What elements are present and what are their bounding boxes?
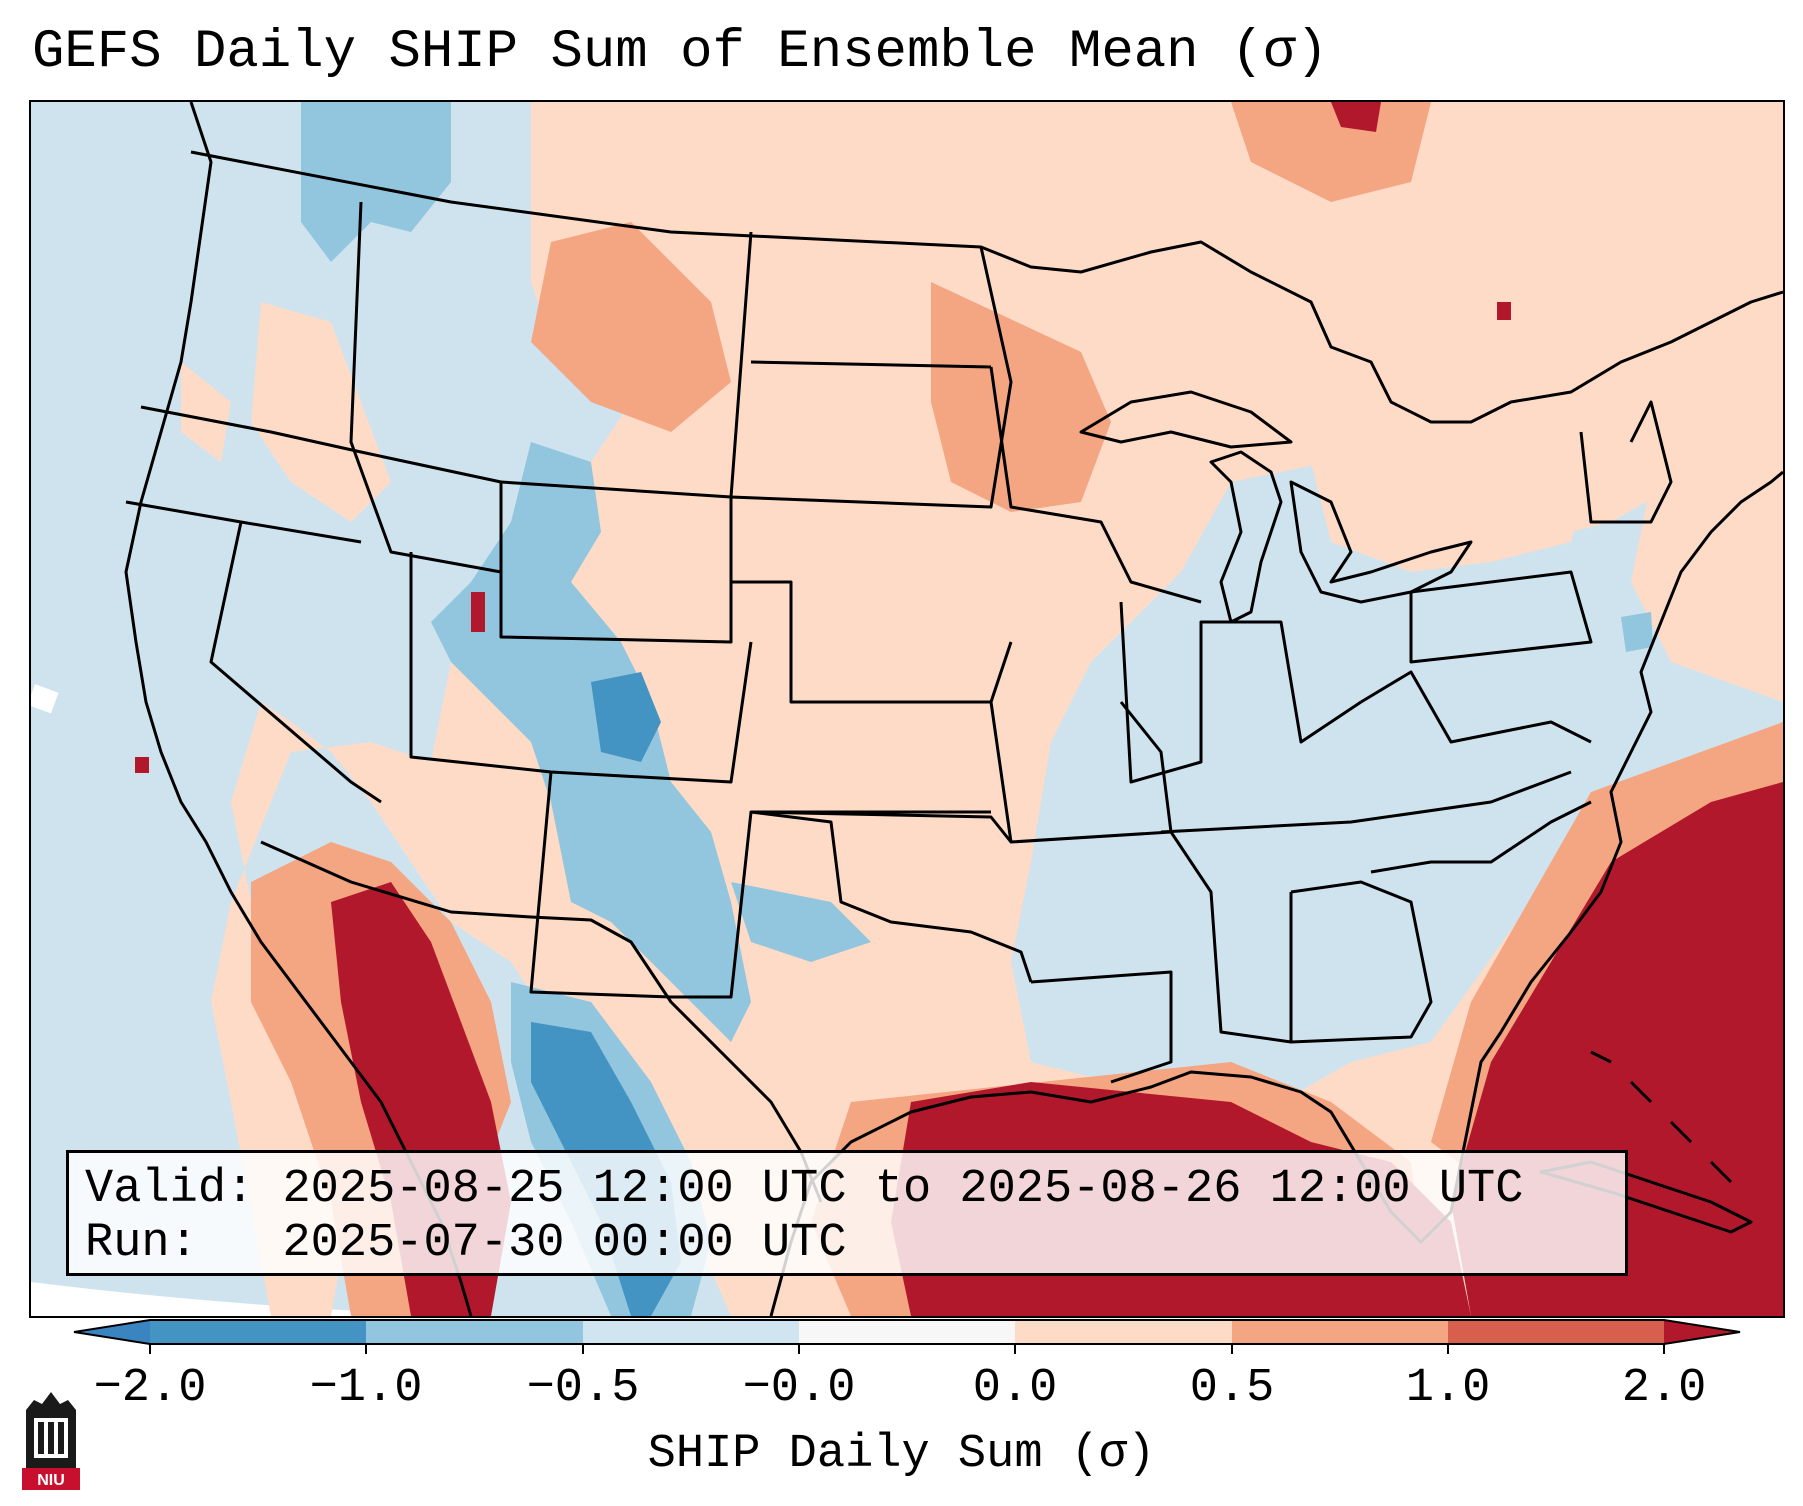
colorbar-tick-label: −1.0 bbox=[309, 1362, 423, 1415]
valid-value: 2025-08-25 12:00 UTC to 2025-08-26 12:00… bbox=[282, 1163, 1524, 1216]
colorbar-bin bbox=[799, 1320, 1015, 1344]
state-border-wa-or bbox=[140, 405, 502, 484]
colorbar-bin bbox=[1015, 1320, 1232, 1344]
colorbar-extend-high bbox=[1664, 1320, 1740, 1344]
run-label: Run: bbox=[85, 1217, 198, 1270]
off-domain-area-left bbox=[31, 684, 59, 714]
state-border-mn-ia bbox=[989, 366, 1202, 604]
great-lakes-michigan bbox=[1209, 450, 1283, 624]
state-border-tn-ky bbox=[1160, 770, 1572, 834]
colorbar-bin bbox=[1232, 1320, 1448, 1344]
colorbar-tick-label: −2.0 bbox=[93, 1362, 207, 1415]
boundaries bbox=[124, 102, 1783, 1316]
valid-run-info-box: Valid: 2025-08-25 12:00 UTC to 2025-08-2… bbox=[66, 1150, 1628, 1276]
bahamas-outline bbox=[1590, 1050, 1733, 1184]
state-border-or-ca bbox=[125, 500, 362, 544]
state-border-ks-ok bbox=[750, 810, 1013, 843]
colorbar-bin bbox=[1448, 1320, 1664, 1344]
state-border-ar-la bbox=[1030, 970, 1173, 1084]
colorbar-label: SHIP Daily Sum (σ) bbox=[647, 1428, 1156, 1481]
state-border-nc-sc bbox=[1370, 800, 1592, 874]
east-coastline bbox=[1499, 470, 1783, 1033]
valid-label: Valid: bbox=[85, 1163, 255, 1216]
state-border-nv bbox=[209, 521, 382, 804]
state-border-dakotas bbox=[729, 231, 1013, 509]
niu-logo: NIU bbox=[22, 1392, 80, 1490]
state-border-id-mt bbox=[349, 201, 502, 574]
state-border-ms-al bbox=[1169, 831, 1293, 1044]
anomaly-field bbox=[181, 102, 1783, 1316]
west-coastline bbox=[124, 102, 473, 1316]
off-domain-area bbox=[31, 1282, 931, 1316]
colorbar-tick-label: 0.5 bbox=[1189, 1362, 1275, 1415]
state-border-oh-in-il bbox=[1119, 601, 1362, 784]
map-panel bbox=[29, 100, 1785, 1318]
colorbar-tick-label: −0.5 bbox=[526, 1362, 640, 1415]
colorbar-tick-label: 1.0 bbox=[1405, 1362, 1491, 1415]
colorbar-bin bbox=[150, 1320, 366, 1344]
state-border-ok-tx bbox=[750, 810, 1033, 983]
valid-line: Valid: 2025-08-25 12:00 UTC to 2025-08-2… bbox=[85, 1163, 1523, 1216]
great-lakes-superior bbox=[1079, 390, 1293, 449]
run-line: Run: 2025-07-30 00:00 UTC bbox=[85, 1217, 847, 1270]
us-mexico-border bbox=[260, 840, 823, 1203]
colorbar-tick-label: 2.0 bbox=[1621, 1362, 1707, 1415]
run-value: 2025-07-30 00:00 UTC bbox=[282, 1217, 847, 1270]
svg-text:NIU: NIU bbox=[37, 1472, 65, 1489]
state-border-ne bbox=[1579, 400, 1673, 524]
state-border-ne-ks bbox=[731, 580, 1013, 704]
state-border-sd-nd bbox=[750, 360, 992, 369]
colorbar-tick-label: −0.0 bbox=[742, 1362, 856, 1415]
state-border-pa-ny bbox=[1409, 570, 1593, 664]
state-border-va-wv bbox=[1360, 670, 1592, 744]
map-svg bbox=[31, 102, 1783, 1316]
colorbar bbox=[73, 1319, 1741, 1354]
colorbar-bin bbox=[583, 1320, 799, 1344]
state-border-ga-fl bbox=[1290, 880, 1433, 1044]
us-canada-border bbox=[190, 150, 1783, 424]
state-border-wy bbox=[499, 480, 733, 644]
colorbar-extend-low bbox=[74, 1320, 150, 1344]
colorbar-bin bbox=[366, 1320, 583, 1344]
colorbar-tick-label: 0.0 bbox=[972, 1362, 1058, 1415]
great-lakes-huron-erie bbox=[1289, 480, 1473, 604]
chart-title: GEFS Daily SHIP Sum of Ensemble Mean (σ) bbox=[32, 22, 1329, 83]
